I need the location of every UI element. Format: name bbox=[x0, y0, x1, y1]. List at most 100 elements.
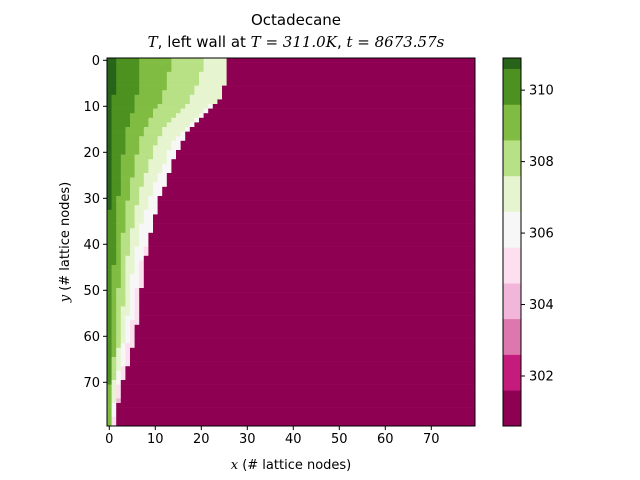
heatmap-cell-run bbox=[125, 136, 140, 142]
heatmap-cell-run bbox=[130, 177, 145, 183]
heatmap-cell-run bbox=[116, 320, 122, 326]
heatmap-cell-run bbox=[189, 127, 476, 132]
heatmap-cell-run bbox=[134, 297, 140, 303]
heatmap-cell-run bbox=[199, 76, 227, 82]
heatmap-cell-run bbox=[143, 219, 154, 224]
heatmap-cell-run bbox=[134, 99, 163, 105]
heatmap-cell-run bbox=[139, 62, 172, 68]
heatmap-cell-run bbox=[111, 191, 122, 197]
heatmap-cell-run bbox=[171, 145, 181, 151]
colorbar-level bbox=[503, 68, 521, 105]
heatmap-cell-run bbox=[194, 90, 223, 96]
heatmap-cell-run bbox=[111, 127, 126, 132]
x-tick-label: 0 bbox=[105, 432, 113, 447]
heatmap-cell-run bbox=[125, 150, 140, 155]
heatmap-cell-run bbox=[171, 168, 476, 174]
heatmap-cell-run bbox=[111, 283, 122, 289]
heatmap-cell-run bbox=[130, 357, 476, 362]
heatmap-cell-run bbox=[125, 288, 131, 293]
heatmap-cell-run bbox=[189, 94, 223, 100]
heatmap-cell-run bbox=[162, 168, 172, 174]
heatmap-cell-run bbox=[111, 347, 117, 353]
heatmap-cell-run bbox=[107, 219, 117, 224]
heatmap-cell-run bbox=[143, 173, 158, 178]
heatmap-cell-run bbox=[120, 315, 126, 321]
heatmap-cell-run bbox=[125, 324, 131, 330]
heatmap-cell-run bbox=[116, 251, 122, 257]
heatmap-cell-run bbox=[120, 375, 126, 381]
heatmap-cell-run bbox=[120, 357, 126, 362]
heatmap-cell-run bbox=[139, 71, 168, 77]
heatmap-cell-run bbox=[111, 315, 117, 321]
heatmap-cell-run bbox=[125, 255, 135, 261]
heatmap-cell-run bbox=[111, 99, 135, 105]
heatmap-cell-run bbox=[162, 99, 191, 105]
heatmap-cell-run bbox=[125, 265, 135, 270]
heatmap-cell-run bbox=[139, 223, 154, 229]
heatmap-cell-run bbox=[125, 205, 135, 211]
heatmap-cell-run bbox=[185, 131, 476, 137]
colorbar-tick-label: 308 bbox=[529, 155, 554, 170]
heatmap-cell-run bbox=[143, 214, 154, 220]
heatmap-cell-run bbox=[120, 389, 476, 395]
heatmap-cell-run bbox=[157, 173, 168, 178]
heatmap-cell-run bbox=[111, 416, 117, 422]
heatmap-cell-run bbox=[143, 251, 149, 257]
heatmap-cell-run bbox=[107, 366, 112, 372]
heatmap-cell-run bbox=[153, 223, 476, 229]
heatmap-cell-run bbox=[130, 237, 140, 243]
heatmap-cell-run bbox=[116, 214, 126, 220]
heatmap-cell-run bbox=[111, 150, 126, 155]
heatmap-cell-run bbox=[111, 370, 117, 376]
heatmap-cell-run bbox=[116, 62, 140, 68]
heatmap-cell-run bbox=[120, 306, 131, 312]
heatmap-cell-run bbox=[107, 251, 117, 257]
heatmap-cell-run bbox=[226, 71, 476, 77]
heatmap-cell-run bbox=[134, 334, 476, 339]
heatmap-cell-run bbox=[139, 278, 145, 284]
heatmap-cell-run bbox=[157, 104, 186, 109]
heatmap-cell-run bbox=[107, 108, 112, 114]
heatmap-cell-run bbox=[203, 62, 227, 68]
heatmap-cell-run bbox=[111, 122, 131, 128]
heatmap-cell-run bbox=[107, 113, 112, 119]
heatmap-cell-run bbox=[107, 85, 117, 91]
heatmap-cell-run bbox=[107, 393, 112, 399]
heatmap-cell-run bbox=[139, 76, 168, 82]
heatmap-cell-run bbox=[125, 223, 135, 229]
heatmap-cell-run bbox=[134, 251, 145, 257]
heatmap-cell-run bbox=[125, 283, 131, 289]
heatmap-cell-run bbox=[153, 150, 168, 155]
heatmap-cell-run bbox=[116, 311, 122, 316]
heatmap-cell-run bbox=[139, 297, 476, 303]
heatmap-cell-run bbox=[116, 357, 122, 362]
heatmap-cell-run bbox=[139, 283, 145, 289]
heatmap-cell-run bbox=[107, 200, 112, 206]
heatmap-cell-run bbox=[125, 274, 131, 280]
heatmap-cell-run bbox=[125, 214, 135, 220]
heatmap-cell-run bbox=[171, 58, 204, 63]
heatmap-cell-run bbox=[120, 361, 126, 367]
heatmap-cell-run bbox=[107, 173, 112, 178]
heatmap-cell-run bbox=[107, 265, 112, 270]
heatmap-cell-run bbox=[107, 283, 112, 289]
heatmap-cell-run bbox=[203, 113, 476, 119]
heatmap-cell-run bbox=[111, 173, 122, 178]
heatmap-cell-run bbox=[189, 122, 195, 128]
heatmap-cell-run bbox=[111, 292, 117, 298]
heatmap-cell-run bbox=[125, 200, 140, 206]
heatmap-cell-run bbox=[130, 251, 135, 257]
heatmap-cell-run bbox=[107, 90, 117, 96]
colorbar-axis: 302 304 306 308 310 bbox=[521, 84, 554, 384]
heatmap-cell-run bbox=[199, 71, 227, 77]
heatmap-cell-run bbox=[111, 136, 126, 142]
heatmap-cell-run bbox=[162, 191, 476, 197]
heatmap-cell-run bbox=[166, 71, 200, 77]
colorbar-level bbox=[503, 283, 521, 320]
heatmap-cell-run bbox=[134, 306, 140, 312]
heatmap-cell-run bbox=[139, 186, 154, 192]
heatmap-cell-run bbox=[107, 62, 117, 68]
heatmap-cell-run bbox=[143, 265, 476, 270]
subtitle-time: t = 8673.57s bbox=[346, 33, 444, 51]
colorbar-tick-label: 306 bbox=[529, 227, 554, 242]
